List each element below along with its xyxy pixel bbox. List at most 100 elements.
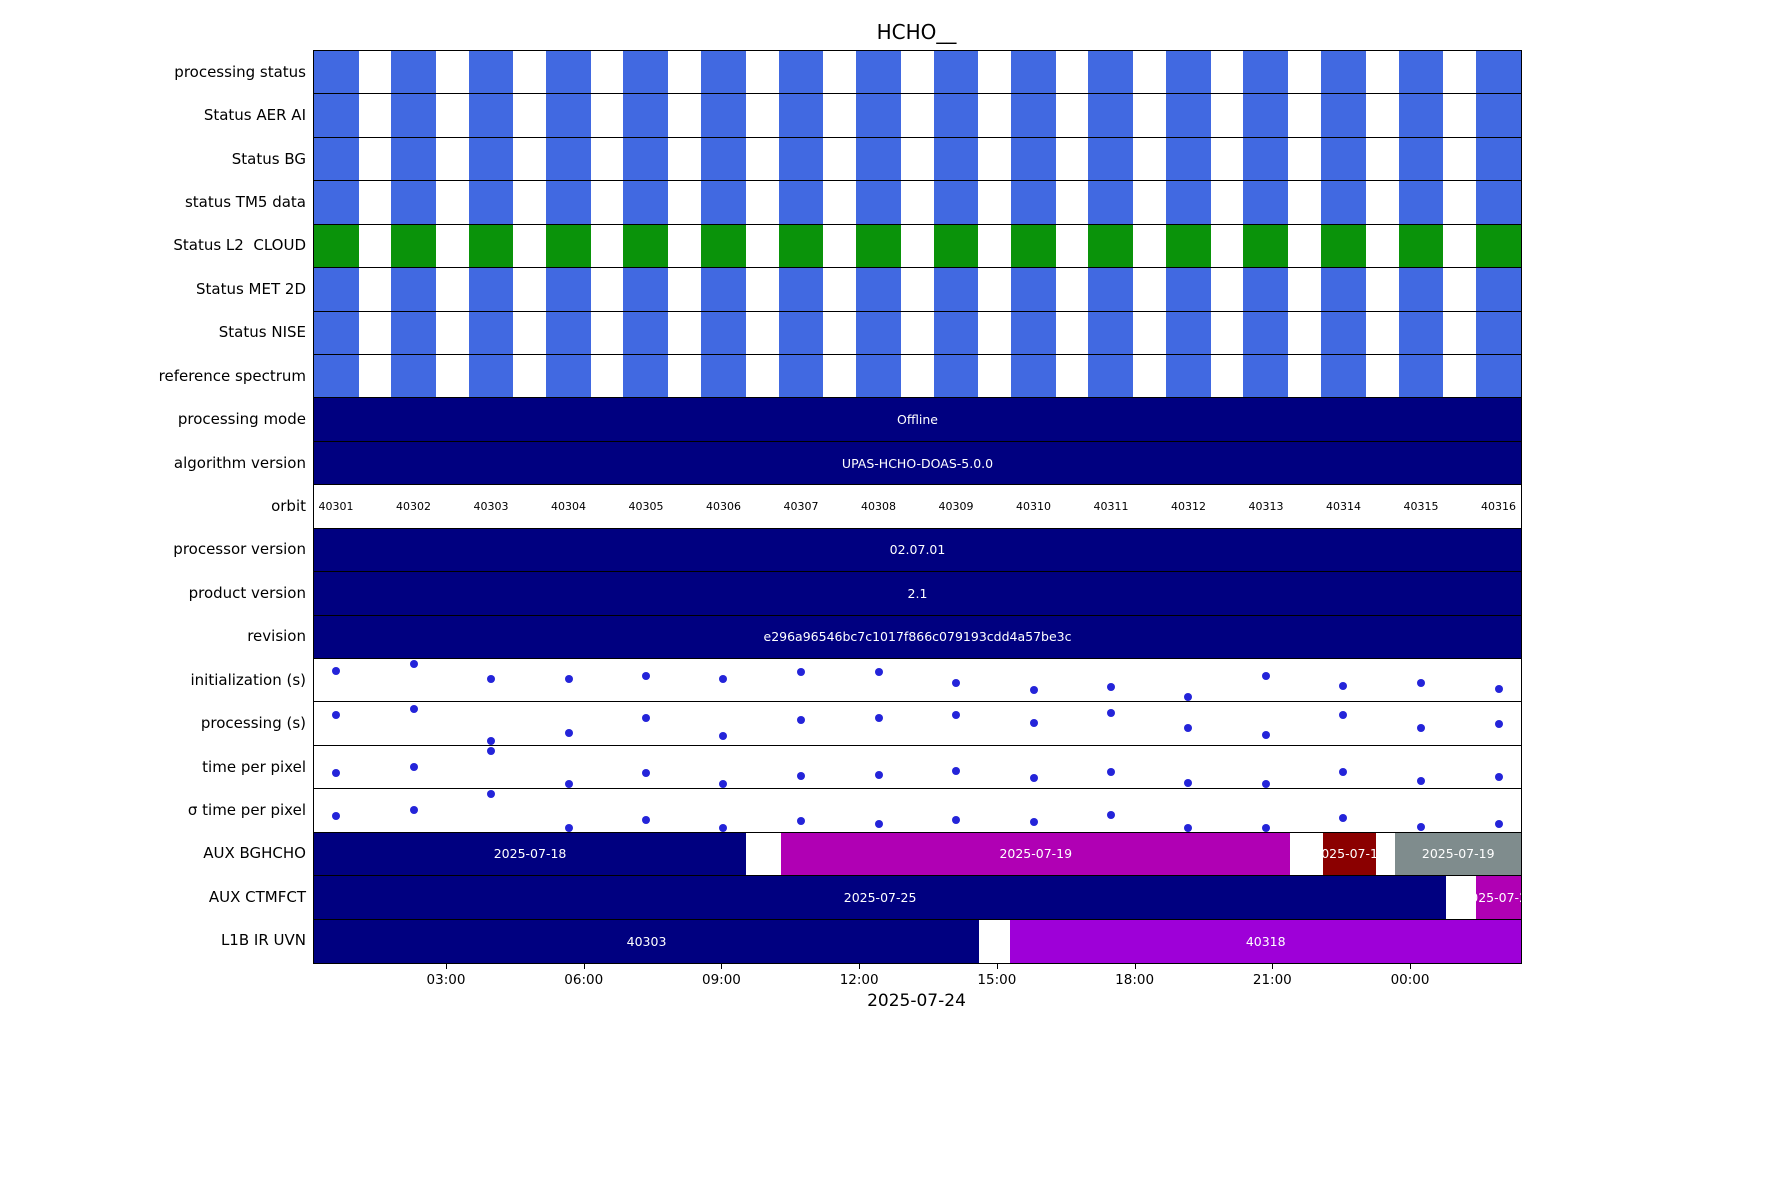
status-block: [1165, 51, 1211, 94]
x-tick-label: 21:00: [1252, 972, 1292, 988]
status-block: [623, 311, 669, 354]
status-block: [1321, 181, 1366, 224]
status-block: [778, 355, 824, 398]
scatter-dot: [719, 780, 728, 789]
timeline-segment: 2025-07-25: [314, 876, 1447, 919]
scatter-dot: [332, 667, 340, 676]
row-blocks: [314, 268, 1521, 312]
status-block: [1243, 137, 1289, 181]
timeline-segment: 2025-07-19: [1395, 832, 1521, 876]
x-tick-label: 00:00: [1390, 972, 1430, 988]
status-block: [778, 311, 824, 354]
scatter-dot: [952, 711, 960, 720]
status-block: [701, 137, 746, 181]
status-block: [1165, 268, 1211, 311]
scatter-dot: [1184, 778, 1193, 787]
status-block: [1321, 94, 1366, 137]
status-block: [778, 224, 824, 268]
row-label: Status L2 CLOUD: [173, 236, 306, 255]
row-orbits: 40301 40302 40303 40304 40305 40306 40307 40308…: [314, 485, 1521, 529]
status-block: [933, 268, 979, 311]
scatter-dot: [332, 812, 340, 821]
status-block: [1398, 51, 1444, 94]
x-tick-label: 06:00: [564, 972, 604, 988]
scatter-dot: [1184, 693, 1193, 702]
status-block: [701, 355, 746, 398]
row-label: processing mode: [177, 410, 306, 429]
scatter-dot: [874, 771, 883, 780]
row-dots: [314, 746, 1521, 790]
orbit-number: 40314: [1325, 499, 1361, 513]
status-block: [546, 311, 591, 354]
scatter-dot: [874, 820, 883, 829]
status-block: [314, 51, 359, 94]
row-label: product version: [188, 583, 306, 602]
scatter-dot: [874, 668, 883, 677]
timeline-segment: 2025-07-25: [1476, 876, 1521, 919]
row-blocks: [314, 311, 1521, 355]
orbit-number: 40302: [396, 499, 431, 513]
status-block: [623, 94, 669, 137]
status-block: [314, 181, 359, 224]
status-block: [1398, 224, 1444, 268]
status-block: [1165, 311, 1211, 354]
status-block: [623, 137, 669, 181]
status-block: [1243, 355, 1289, 398]
status-block: [1476, 181, 1521, 224]
status-block: [1476, 224, 1521, 268]
status-block: [701, 268, 746, 311]
timeline-segment: 2025-07-19: [781, 832, 1291, 876]
x-tick: [583, 963, 585, 969]
timeline-segment: 40318: [1010, 919, 1521, 963]
row-label: AUX CTMFCT: [208, 887, 306, 906]
orbit-number: 40309: [938, 499, 974, 513]
row-label: Status NISE: [218, 323, 306, 342]
status-block: [391, 224, 436, 268]
scatter-dot: [564, 674, 573, 683]
status-block: [1321, 311, 1366, 354]
status-block: [856, 137, 901, 181]
scatter-dot: [874, 713, 883, 722]
scatter-dot: [409, 660, 418, 668]
status-block: [468, 355, 514, 398]
row-fill: e296a96546bc7c1017f866c079193cdd4a57be3c: [314, 615, 1521, 658]
scatter-dot: [1029, 774, 1038, 783]
status-block: [1398, 355, 1444, 398]
status-block: [1011, 268, 1056, 311]
status-block: [933, 51, 979, 94]
scatter-dot: [719, 823, 728, 832]
scatter-dot: [719, 674, 728, 683]
status-block: [1088, 181, 1134, 224]
scatter-dot: [1106, 683, 1115, 692]
status-block: [1243, 224, 1289, 268]
status-block: [1011, 311, 1056, 354]
orbit-number: 40304: [551, 499, 586, 513]
status-block: [623, 224, 669, 268]
status-block: [701, 51, 746, 94]
row-segments: 2025-07-25 2025-07-25: [314, 876, 1521, 920]
scatter-dot: [409, 704, 418, 713]
scatter-dot: [641, 671, 650, 680]
status-block: [1088, 51, 1134, 94]
scatter-dot: [797, 715, 805, 724]
status-block: [623, 51, 669, 94]
scatter-dot: [1106, 709, 1115, 718]
scatter-dot: [332, 768, 340, 777]
status-block: [778, 181, 824, 224]
x-tick: [721, 963, 723, 969]
status-block: [701, 94, 746, 137]
x-tick-label: 15:00: [977, 972, 1017, 988]
status-block: [1398, 268, 1444, 311]
orbit-number: 40313: [1248, 499, 1284, 513]
status-block: [1088, 355, 1134, 398]
scatter-dot: [564, 780, 573, 789]
x-tick-label: 18:00: [1115, 972, 1155, 988]
scatter-dot: [952, 767, 960, 776]
status-block: [546, 94, 591, 137]
status-block: [1476, 94, 1521, 137]
x-tick-label: 09:00: [701, 972, 741, 988]
scatter-dot: [487, 736, 495, 745]
row-fill: UPAS-HCHO-DOAS-5.0.0: [314, 441, 1521, 485]
status-block: [468, 137, 514, 181]
